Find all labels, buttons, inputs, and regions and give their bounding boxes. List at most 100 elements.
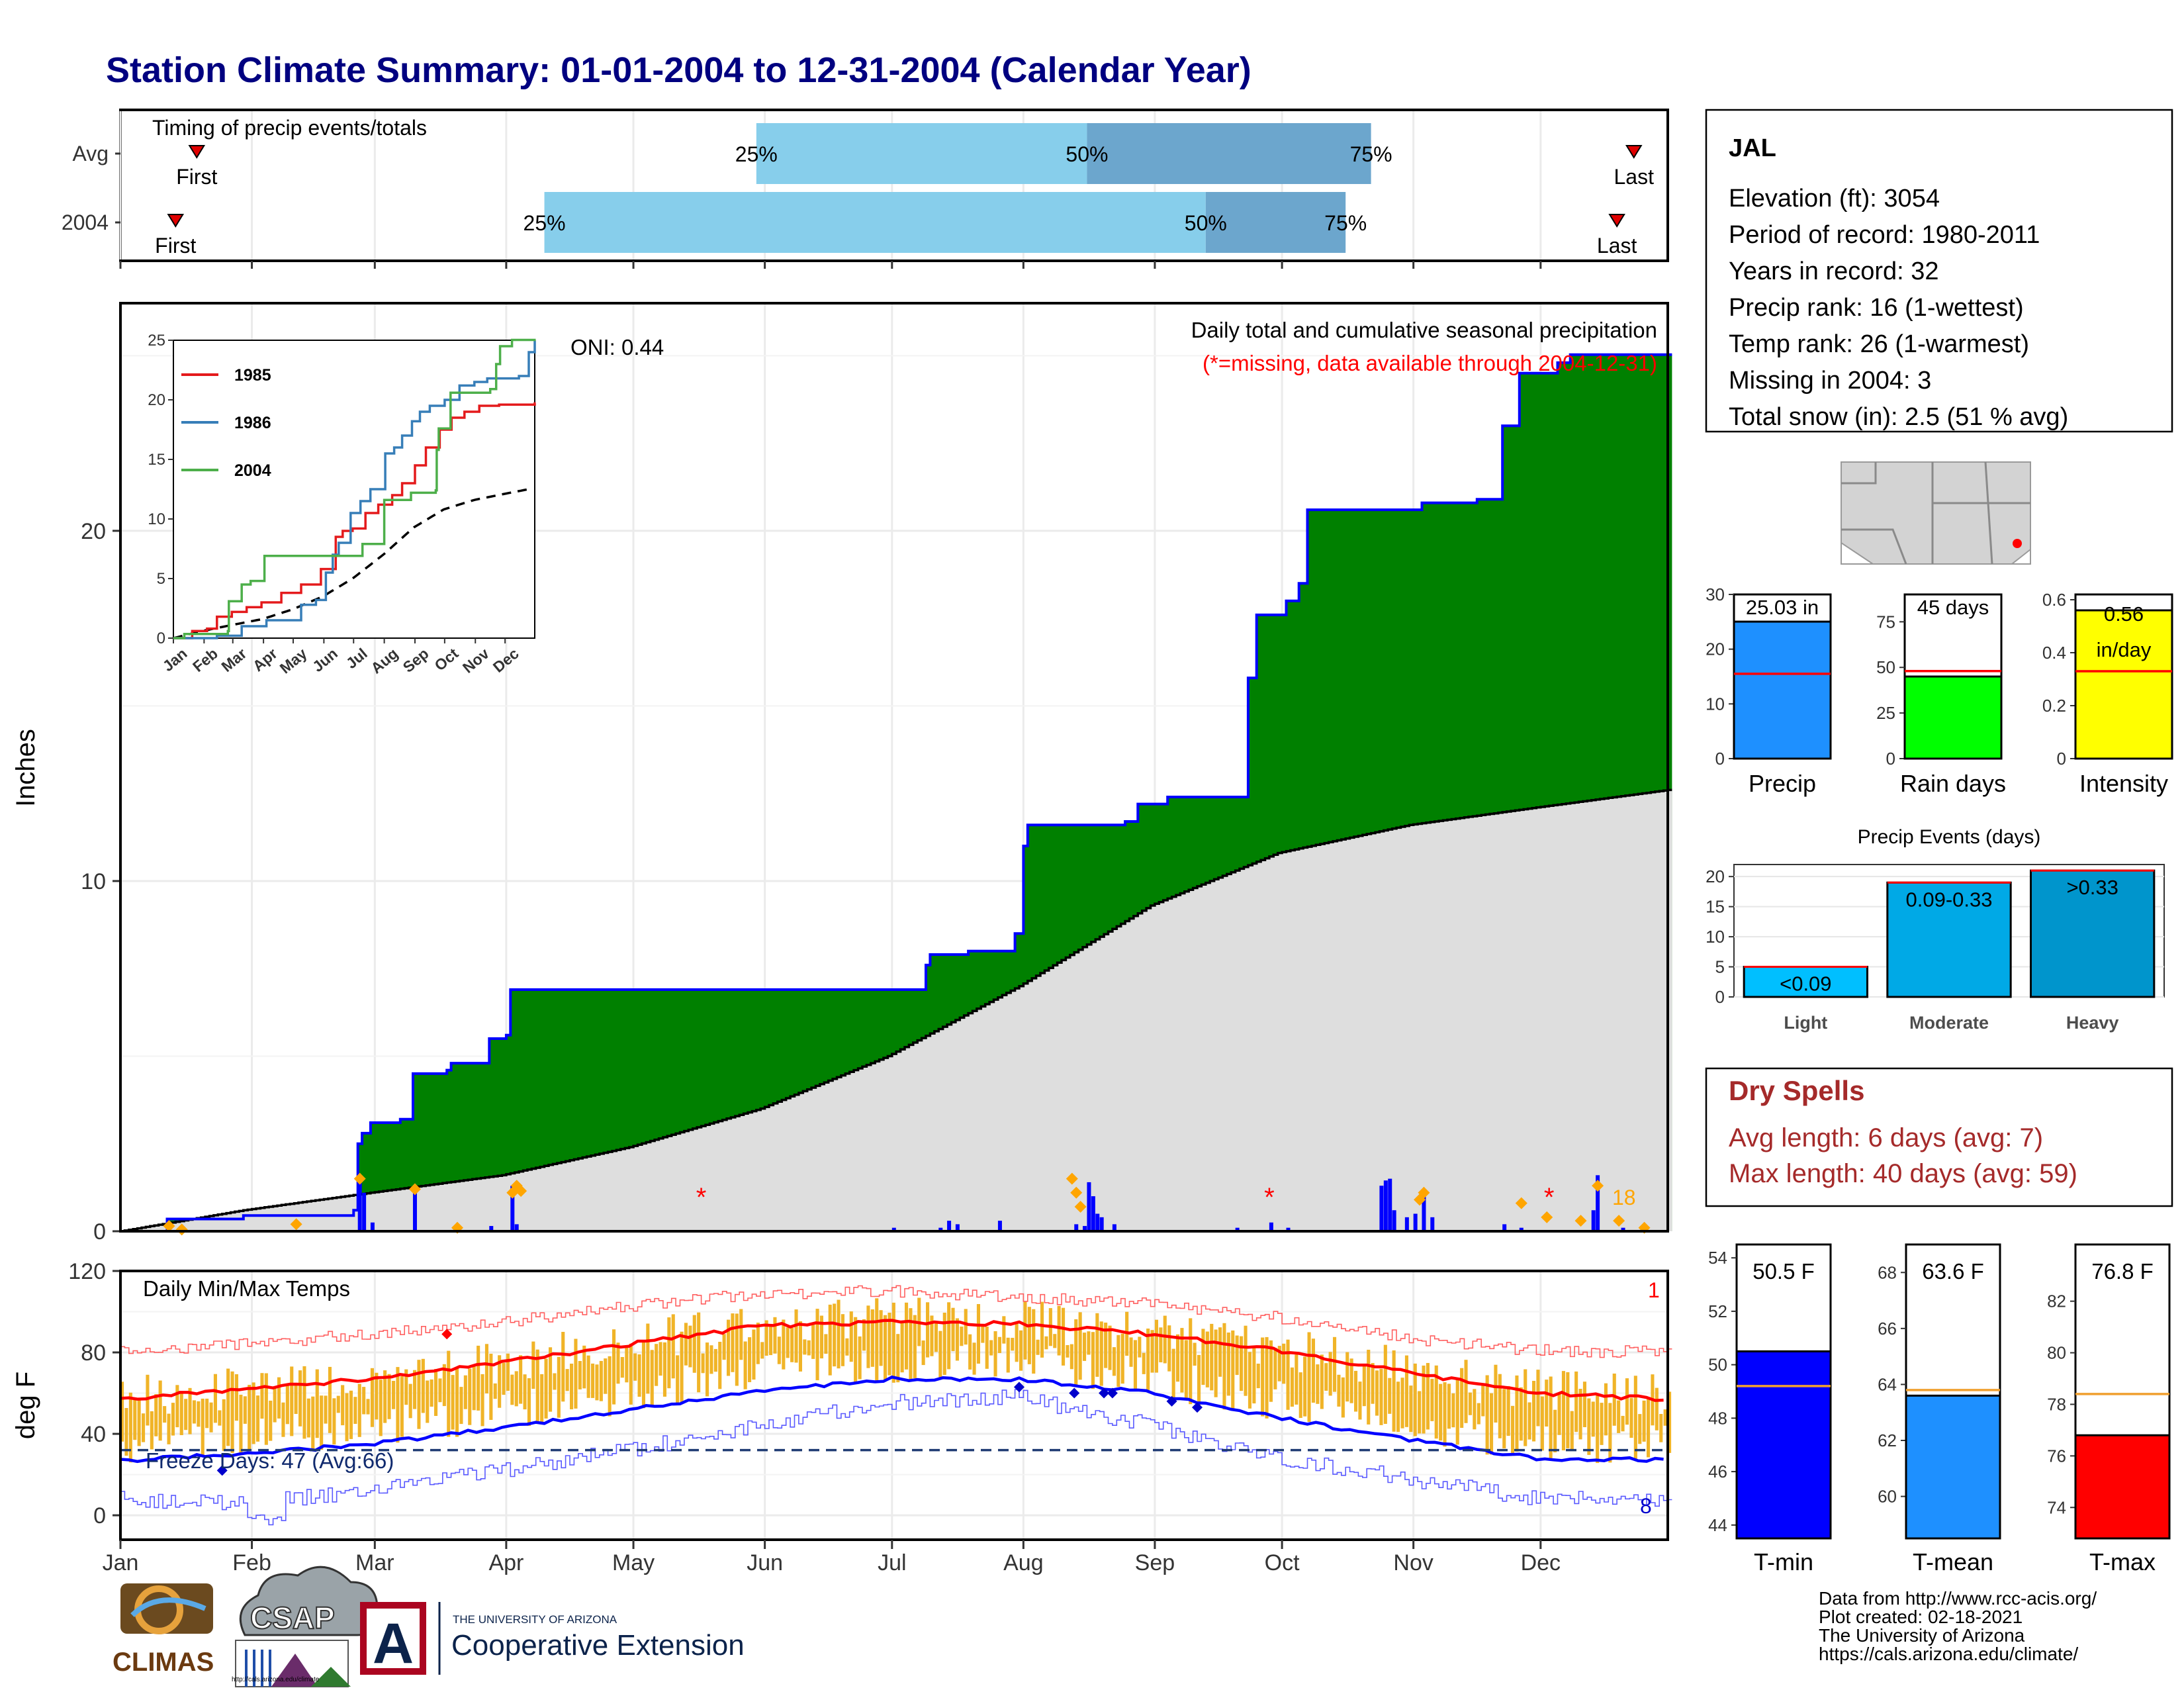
daily-temp-range-bar bbox=[684, 1323, 688, 1366]
daily-temp-range-bar bbox=[1146, 1329, 1150, 1390]
daily-temp-range-bar bbox=[455, 1368, 459, 1437]
daily-temp-range-bar bbox=[1032, 1309, 1036, 1374]
daily-temp-range-bar bbox=[1159, 1327, 1163, 1362]
month-label: Jul bbox=[878, 1550, 906, 1575]
events-bar bbox=[2030, 869, 2156, 998]
daily-temp-range-bar bbox=[662, 1342, 666, 1397]
daily-temp-range-bar bbox=[396, 1367, 400, 1443]
daily-temp-range-bar bbox=[154, 1394, 158, 1436]
record-precip-marker bbox=[1066, 1172, 1078, 1185]
month-label: Feb bbox=[232, 1550, 271, 1575]
inset-y-tick-label: 5 bbox=[157, 570, 165, 588]
daily-temp-range-bar bbox=[1040, 1301, 1044, 1358]
daily-temp-range-bar bbox=[1663, 1409, 1667, 1426]
record-precip-marker bbox=[1070, 1186, 1083, 1199]
daily-temp-range-bar bbox=[1248, 1352, 1251, 1409]
daily-temp-range-bar bbox=[900, 1323, 904, 1373]
daily-temp-range-bar bbox=[1383, 1344, 1387, 1424]
daily-temp-range-bar bbox=[273, 1386, 277, 1423]
daily-temp-range-bar bbox=[459, 1387, 463, 1425]
daily-temp-range-bar bbox=[277, 1377, 281, 1419]
daily-temp-range-bar bbox=[218, 1410, 222, 1426]
daily-temp-range-bar bbox=[896, 1334, 900, 1383]
daily-temp-range-bar bbox=[1553, 1409, 1557, 1452]
daily-temp-range-bar bbox=[1443, 1382, 1447, 1447]
precip-panel-title: Daily total and cumulative seasonal prec… bbox=[1191, 318, 1657, 342]
missing-day-marker: * bbox=[1264, 1183, 1275, 1212]
footer-url: https://cals.arizona.edu/climate/ bbox=[1819, 1644, 2078, 1664]
daily-temp-range-bar bbox=[1612, 1374, 1616, 1426]
daily-temp-range-bar bbox=[243, 1396, 247, 1424]
temp-bar-tick-label: 44 bbox=[1708, 1515, 1727, 1535]
locator-map bbox=[1841, 461, 2031, 565]
map-state-borders bbox=[1841, 461, 2030, 565]
daily-temp-range-bar bbox=[1367, 1350, 1371, 1425]
daily-temp-range-bar bbox=[1557, 1393, 1561, 1435]
daily-temp-range-bar bbox=[531, 1341, 535, 1389]
daily-temp-range-bar bbox=[769, 1324, 773, 1356]
daily-temp-range-bar bbox=[595, 1364, 599, 1401]
daily-temp-range-bar bbox=[947, 1302, 951, 1370]
inset-legend-label: 2004 bbox=[234, 461, 271, 480]
record-precip-marker bbox=[290, 1218, 302, 1231]
daily-temp-range-bar bbox=[256, 1395, 260, 1442]
daily-temp-range-bar bbox=[175, 1385, 179, 1428]
daily-temp-range-bar bbox=[124, 1408, 128, 1456]
daily-temp-range-bar bbox=[599, 1360, 603, 1401]
daily-temp-range-bar bbox=[1167, 1325, 1171, 1372]
daily-temp-range-bar bbox=[637, 1354, 641, 1397]
station-location-dot bbox=[2013, 539, 2022, 548]
daily-temp-range-bar bbox=[815, 1309, 819, 1381]
daily-temp-range-bar bbox=[493, 1383, 497, 1399]
daily-temp-range-bar bbox=[442, 1364, 446, 1407]
daily-temp-range-bar bbox=[1265, 1336, 1269, 1419]
daily-temp-range-bar bbox=[705, 1342, 709, 1397]
daily-temp-range-bar bbox=[1358, 1382, 1362, 1420]
month-label: Nov bbox=[1393, 1550, 1433, 1575]
last-event-label: Last bbox=[1614, 165, 1655, 189]
daily-temp-range-bar bbox=[1184, 1340, 1188, 1399]
daily-temp-range-bar bbox=[451, 1375, 455, 1430]
record-precip-marker bbox=[1418, 1186, 1430, 1199]
daily-temp-range-bar bbox=[306, 1398, 310, 1438]
daily-temp-range-bar bbox=[565, 1369, 569, 1391]
summary-bar-fill bbox=[1903, 675, 2003, 760]
daily-temp-range-bar bbox=[735, 1313, 739, 1386]
summary-bar-value-label: 45 days bbox=[1917, 596, 1989, 619]
daily-temp-range-bar bbox=[345, 1393, 349, 1442]
temp-bar-tick-label: 80 bbox=[2047, 1343, 2066, 1363]
daily-temp-range-bar bbox=[1277, 1346, 1281, 1382]
daily-temp-range-bar bbox=[234, 1374, 238, 1421]
daily-temp-range-bar bbox=[1256, 1364, 1260, 1389]
temp-bar-label: T-mean bbox=[1913, 1548, 1993, 1575]
daily-temp-range-bar bbox=[976, 1304, 980, 1364]
daily-temp-range-bar bbox=[875, 1298, 879, 1382]
daily-temp-range-bar bbox=[213, 1374, 217, 1423]
daily-temp-range-bar bbox=[718, 1342, 722, 1389]
daily-temp-range-bar bbox=[879, 1310, 883, 1366]
ua-letter: A bbox=[373, 1612, 414, 1675]
temp-bar-fill bbox=[2074, 1434, 2171, 1540]
daily-temp-range-bar bbox=[133, 1397, 137, 1440]
daily-temp-range-bar bbox=[1240, 1336, 1244, 1391]
daily-temp-range-bar bbox=[1481, 1384, 1485, 1417]
daily-temp-range-bar bbox=[1282, 1343, 1286, 1384]
daily-temp-range-bar bbox=[646, 1323, 650, 1394]
daily-temp-range-bar bbox=[1112, 1347, 1116, 1376]
daily-precip-bar bbox=[1083, 1226, 1087, 1231]
temp-bar-tick-label: 52 bbox=[1708, 1301, 1727, 1321]
daily-temp-range-bar bbox=[938, 1331, 942, 1378]
daily-precip-bar bbox=[1422, 1192, 1426, 1231]
daily-temp-range-bar bbox=[251, 1382, 255, 1444]
events-category-label: Light bbox=[1784, 1013, 1827, 1033]
temp-bar-tick-label: 54 bbox=[1708, 1248, 1727, 1268]
daily-temp-range-bar bbox=[1354, 1370, 1358, 1412]
daily-temp-range-bar bbox=[989, 1340, 993, 1356]
record-low-marker bbox=[1099, 1387, 1110, 1399]
station-info-line: Precip rank: 16 (1-wettest) bbox=[1729, 294, 2024, 322]
daily-temp-range-bar bbox=[1286, 1339, 1290, 1410]
daily-temp-range-bar bbox=[1176, 1334, 1180, 1382]
daily-temp-range-bar bbox=[1138, 1336, 1142, 1358]
daily-temp-range-bar bbox=[1006, 1337, 1010, 1373]
daily-temp-range-bar bbox=[921, 1340, 925, 1366]
